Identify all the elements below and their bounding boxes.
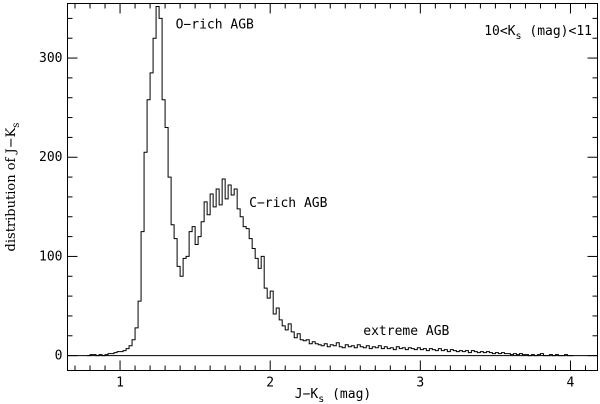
y-tick-label: 100 — [39, 249, 62, 264]
y-axis-title: distribution of J−Ks — [4, 123, 22, 252]
o-rich-agb-label: O−rich AGB — [176, 17, 254, 32]
y-tick-label: 0 — [55, 349, 63, 364]
y-axis-ticks: 0 100 200 300 — [39, 17, 598, 364]
corner-label: 10<Ks (mag)<11 — [484, 24, 592, 42]
x-tick-label: 1 — [116, 376, 124, 391]
c-rich-agb-label: C−rich AGB — [249, 196, 327, 211]
y-tick-label: 200 — [39, 150, 62, 165]
x-axis-title: J−Ks (mag) — [295, 387, 371, 404]
annotations: O−rich AGB C−rich AGB extreme AGB — [176, 17, 450, 338]
extreme-agb-label: extreme AGB — [363, 324, 449, 339]
x-tick-label: 2 — [266, 376, 274, 391]
histogram-series — [87, 5, 574, 357]
y-tick-label: 300 — [39, 51, 62, 66]
x-tick-label: 4 — [567, 376, 575, 391]
x-axis-ticks: 1 2 3 4 — [74, 3, 586, 391]
plot-frame — [67, 3, 598, 371]
x-tick-label: 3 — [416, 376, 424, 391]
